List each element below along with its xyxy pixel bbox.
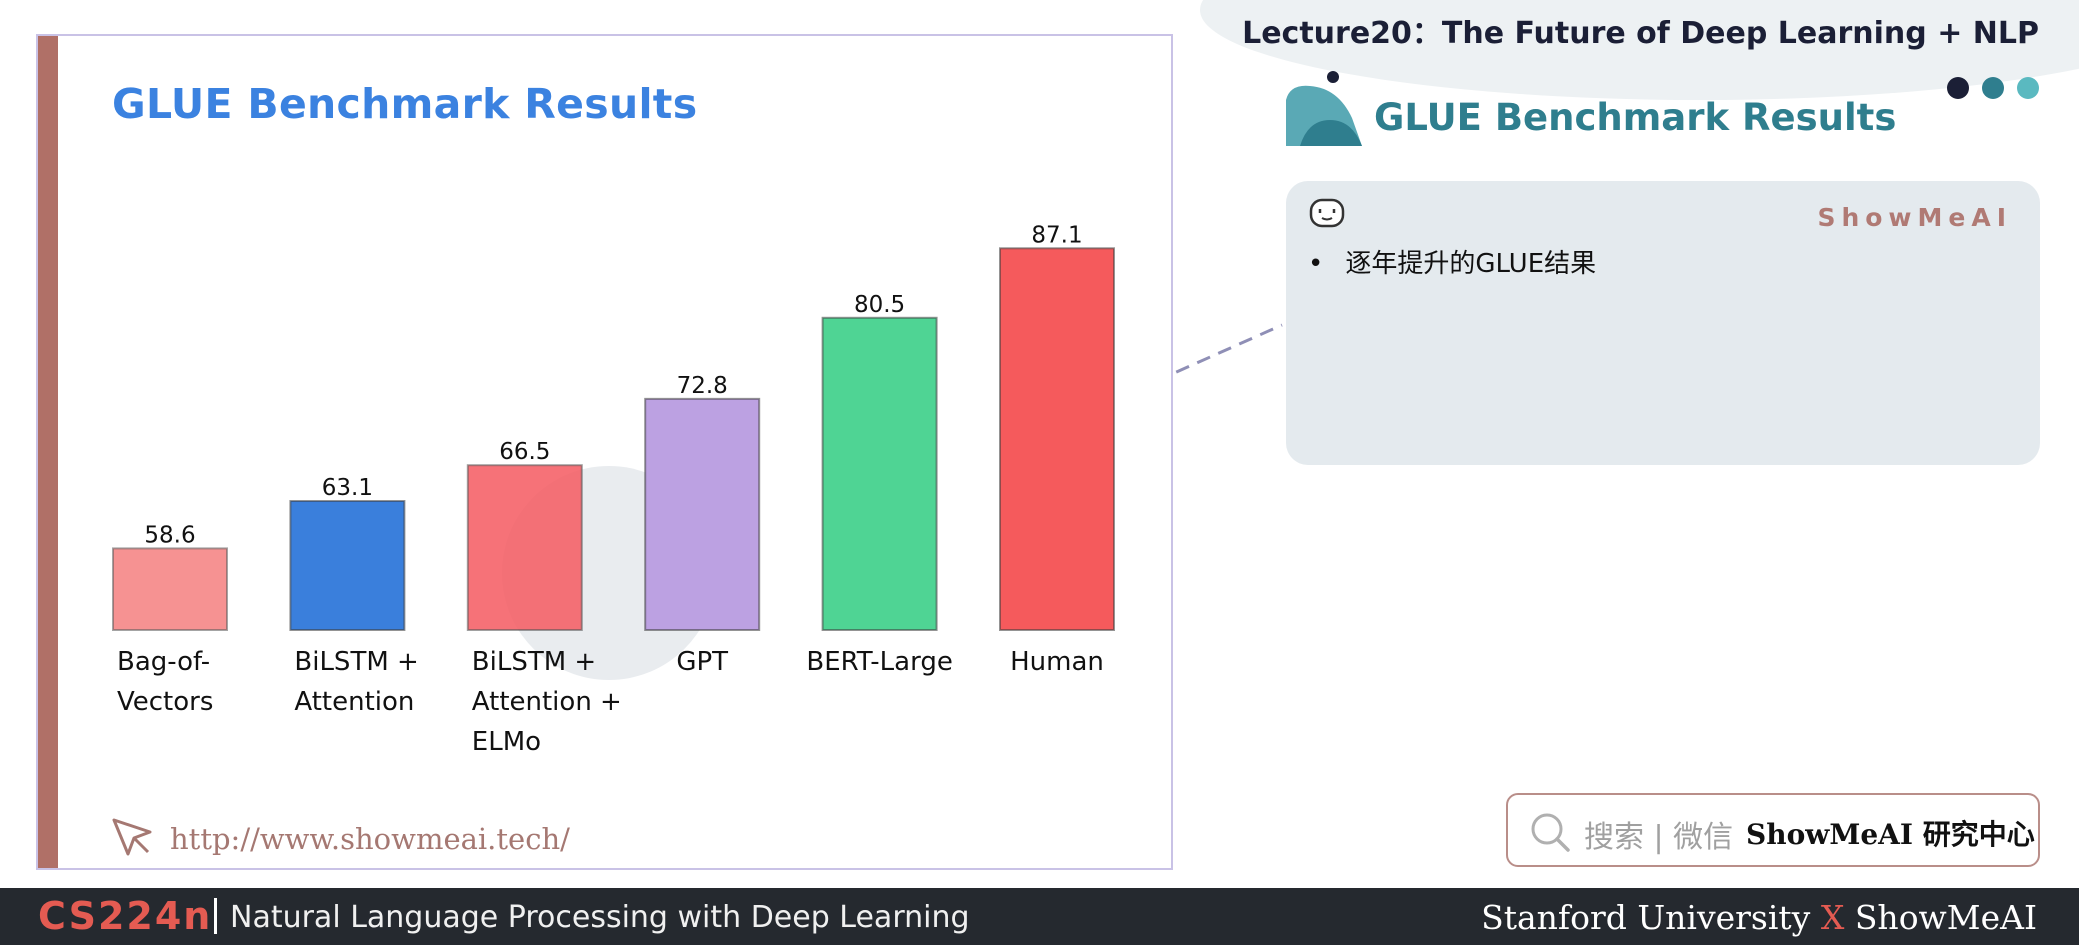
data-label-5: 87.1 [1031, 222, 1082, 248]
course-subtitle: Natural Language Processing with Deep Le… [230, 900, 970, 935]
bar-5 [999, 247, 1115, 631]
decor-hill [1300, 120, 1362, 146]
header-wave-shape [1200, 0, 2079, 100]
data-label-1: 63.1 [322, 475, 373, 501]
data-label-0: 58.6 [144, 522, 195, 548]
bar-2 [466, 464, 583, 631]
footer-brand: ShowMeAI [1854, 898, 2037, 937]
bar-4 [821, 316, 938, 631]
data-label-3: 72.8 [677, 373, 728, 399]
search-brand: ShowMeAI 研究中心 [1746, 818, 2035, 851]
footer-bar: CS224n Natural Language Processing with … [0, 888, 2079, 945]
decor-dot [1947, 77, 1969, 99]
footer-university: Stanford University [1481, 898, 1811, 937]
slide-accent-bar [38, 36, 58, 868]
search-box[interactable]: 搜索 | 微信 ShowMeAI 研究中心 [1506, 793, 2040, 867]
search-icon [1531, 813, 1570, 852]
data-label-4: 80.5 [854, 292, 905, 318]
lecture-title: Lecture20：The Future of Deep Learning + … [1242, 16, 2039, 51]
bullet-marker: • [1308, 249, 1324, 279]
footer-credit: Stanford University X ShowMeAI [1481, 898, 2037, 937]
course-code: CS224n [38, 894, 213, 938]
tick-label-2: BiLSTM + Attention + ELMo [472, 647, 622, 757]
decor-dot [1327, 71, 1339, 83]
bar-0 [112, 547, 228, 632]
slide-url-link[interactable]: http://www.showmeai.tech/ [170, 822, 570, 856]
tick-label-5: Human [1010, 647, 1104, 677]
footer-separator [214, 898, 217, 934]
bar-chart: 58.6 Bag-of-Vectors 63.1 BiLSTM + Attention 6… [112, 222, 1115, 757]
decor-dot [1982, 77, 2004, 99]
robot-icon [1309, 198, 1345, 228]
slide-title: GLUE Benchmark Results [112, 80, 698, 128]
decor-dot [2017, 77, 2039, 99]
notes-card: ShowMeAI • 逐年提升的GLUE结果 [1286, 181, 2040, 465]
brand-label: ShowMeAI [1817, 203, 2012, 232]
lecture-slide: GLUE Benchmark Results 58.6 Bag-of-Vector… [36, 34, 1173, 870]
cursor-arrow-icon [112, 818, 152, 856]
tick-label-1: BiLSTM + Attention [294, 647, 418, 717]
data-label-2: 66.5 [499, 439, 550, 465]
bullet-text: 逐年提升的GLUE结果 [1345, 249, 1597, 279]
bar-1 [289, 500, 406, 631]
search-label: 搜索 | 微信 [1584, 820, 1734, 855]
tick-label-3: GPT [676, 647, 728, 677]
footer-x: X [1820, 898, 1845, 937]
bar-3 [644, 397, 761, 631]
tick-label-4: BERT-Large [806, 647, 952, 677]
tick-label-0: Bag-of-Vectors [117, 647, 213, 717]
panel-heading: GLUE Benchmark Results [1374, 96, 1897, 139]
bullet-item: • 逐年提升的GLUE结果 [1308, 243, 1596, 280]
